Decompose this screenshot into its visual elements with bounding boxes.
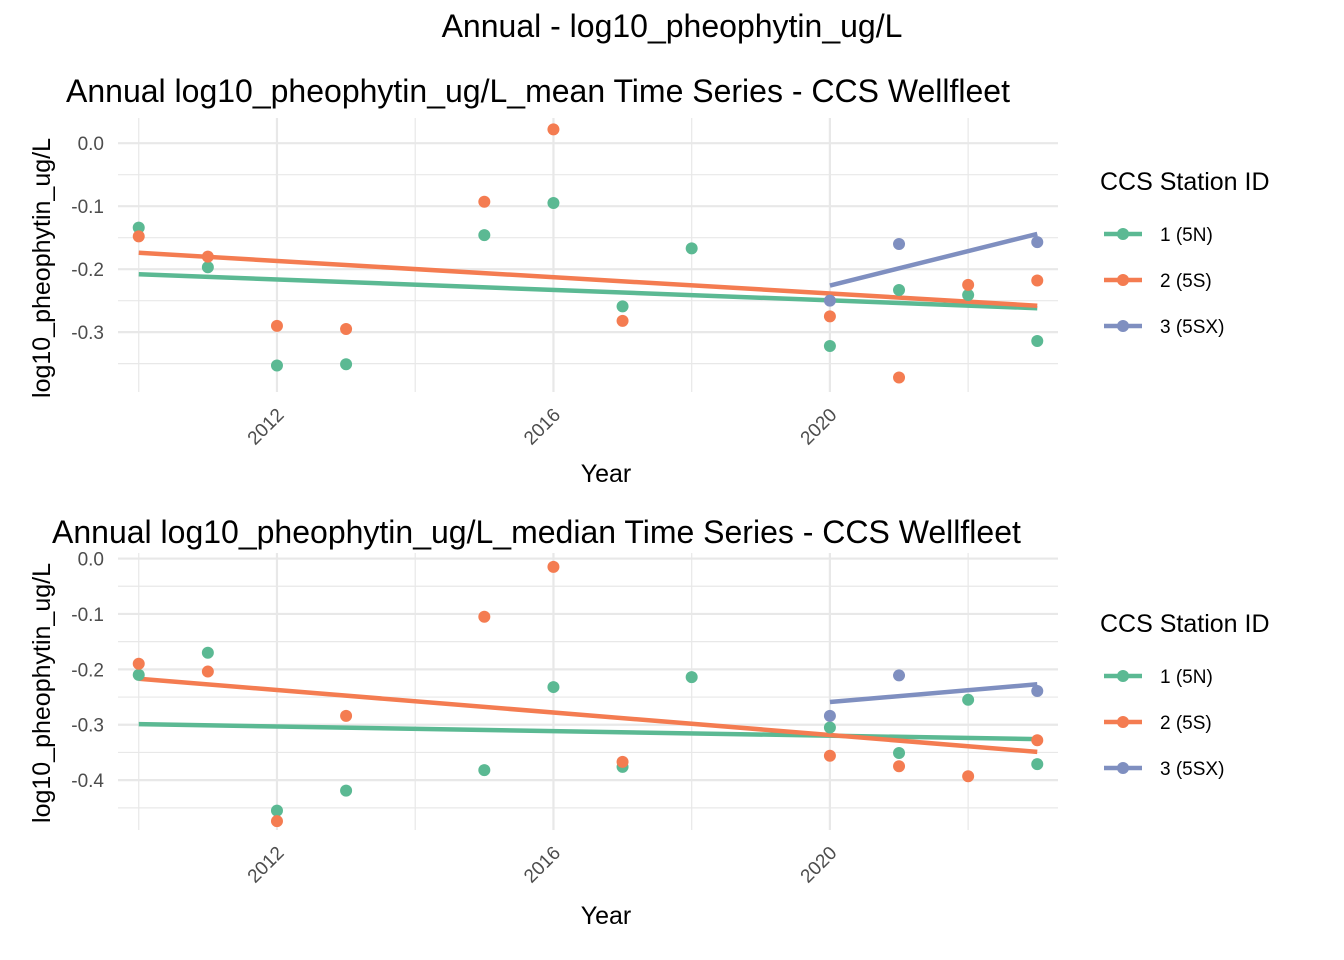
data-point-series-2 — [823, 749, 836, 762]
y-tick-label: -0.2 — [71, 660, 104, 681]
legend-title: CCS Station ID — [1100, 610, 1270, 638]
data-point-series-2 — [270, 319, 283, 332]
data-point-series-2 — [201, 665, 214, 678]
y-tick-label: -0.3 — [71, 716, 104, 737]
y-tick-label: 0.0 — [78, 134, 104, 155]
trend-line-series-1 — [138, 271, 1038, 311]
legend-entry-label: 2 (5S) — [1160, 271, 1212, 292]
trend-line-series-1 — [138, 721, 1038, 742]
data-point-series-2 — [340, 323, 353, 336]
data-point-series-1 — [340, 784, 353, 797]
y-tick-label: -0.2 — [71, 260, 104, 281]
data-point-series-2 — [893, 371, 906, 384]
data-point-series-1 — [893, 283, 906, 296]
y-axis-label: log10_pheophytin_ug/L — [28, 138, 56, 398]
legend-key-point — [1117, 228, 1129, 240]
x-tick-label: 2016 — [520, 843, 565, 888]
x-tick-label: 2020 — [797, 843, 842, 888]
data-point-series-1 — [132, 221, 145, 234]
y-axis-label: log10_pheophytin_ug/L — [28, 563, 56, 823]
legend-entry-label: 3 (5SX) — [1160, 317, 1224, 338]
x-tick-label: 2020 — [797, 405, 842, 450]
x-tick-label: 2012 — [244, 843, 289, 888]
legend-key-point — [1117, 670, 1129, 682]
data-point-series-1 — [823, 340, 836, 353]
trend-line-series-3 — [829, 231, 1038, 288]
data-point-series-1 — [823, 721, 836, 734]
data-point-series-2 — [132, 230, 145, 243]
data-point-series-2 — [1031, 734, 1044, 747]
data-point-series-3 — [893, 669, 906, 682]
y-tick-label: -0.3 — [71, 323, 104, 344]
data-point-series-2 — [616, 314, 629, 327]
data-point-series-3 — [823, 709, 836, 722]
legend-key-point — [1117, 320, 1129, 332]
data-point-series-2 — [478, 610, 491, 623]
data-point-series-3 — [1031, 236, 1044, 249]
y-tick-label: -0.1 — [71, 197, 104, 218]
data-point-series-2 — [1031, 274, 1044, 287]
data-point-series-2 — [547, 123, 560, 136]
data-point-series-1 — [201, 646, 214, 659]
y-tick-label: 0.0 — [78, 550, 104, 571]
data-point-series-1 — [893, 746, 906, 759]
data-point-series-1 — [685, 242, 698, 255]
legend-entry-label: 1 (5N) — [1160, 225, 1213, 246]
data-point-series-1 — [478, 764, 491, 777]
data-point-series-1 — [1031, 758, 1044, 771]
chart-panel-2: 0.0 -0.1 -0.2 -0.3 -0.4 2012 2016 2020 Annual lo… — [28, 514, 1270, 930]
data-point-series-2 — [962, 278, 975, 291]
data-point-series-2 — [270, 815, 283, 828]
x-tick-label: 2012 — [244, 405, 289, 450]
data-point-series-1 — [270, 804, 283, 817]
x-tick-label: 2016 — [520, 405, 565, 450]
x-axis-label: Year — [581, 460, 632, 488]
data-point-series-2 — [201, 250, 214, 263]
data-point-series-1 — [478, 229, 491, 242]
chart-title: Annual log10_pheophytin_ug/L_mean Time S… — [66, 73, 1010, 109]
y-tick-label: -0.4 — [71, 771, 104, 792]
data-point-series-3 — [893, 237, 906, 250]
data-point-series-3 — [1031, 684, 1044, 697]
legend-title: CCS Station ID — [1100, 168, 1270, 196]
data-point-series-2 — [962, 770, 975, 783]
legend-key-point — [1117, 716, 1129, 728]
data-point-series-3 — [823, 294, 836, 307]
data-point-series-1 — [270, 359, 283, 372]
data-point-series-2 — [823, 310, 836, 323]
legend-key-point — [1117, 274, 1129, 286]
data-point-series-2 — [340, 709, 353, 722]
chart-title: Annual log10_pheophytin_ug/L_median Time… — [52, 514, 1021, 550]
data-point-series-1 — [340, 358, 353, 371]
data-point-series-1 — [547, 197, 560, 210]
legend-entry-label: 1 (5N) — [1160, 667, 1213, 688]
legend-key-point — [1117, 762, 1129, 774]
page-title: Annual - log10_pheophytin_ug/L — [441, 8, 903, 44]
y-tick-label: -0.1 — [71, 605, 104, 626]
data-point-series-1 — [685, 671, 698, 684]
data-point-series-1 — [201, 261, 214, 274]
trend-line-series-2 — [138, 676, 1038, 755]
trend-line-series-2 — [138, 250, 1038, 308]
data-point-series-2 — [132, 657, 145, 670]
data-point-series-2 — [478, 195, 491, 208]
data-point-series-1 — [616, 300, 629, 313]
legend-entry-label: 3 (5SX) — [1160, 759, 1224, 780]
chart-panel-1: 0.0 -0.1 -0.2 -0.3 2012 2016 2020 Annual log10_… — [28, 73, 1270, 488]
data-point-series-2 — [893, 760, 906, 773]
data-point-series-2 — [616, 755, 629, 768]
data-point-series-2 — [547, 560, 560, 573]
data-point-series-1 — [962, 288, 975, 301]
data-point-series-1 — [1031, 334, 1044, 347]
data-point-series-1 — [547, 681, 560, 694]
trend-line-series-3 — [829, 682, 1038, 705]
legend-entry-label: 2 (5S) — [1160, 713, 1212, 734]
x-axis-label: Year — [581, 902, 632, 930]
data-point-series-1 — [962, 693, 975, 706]
data-point-series-1 — [132, 668, 145, 681]
